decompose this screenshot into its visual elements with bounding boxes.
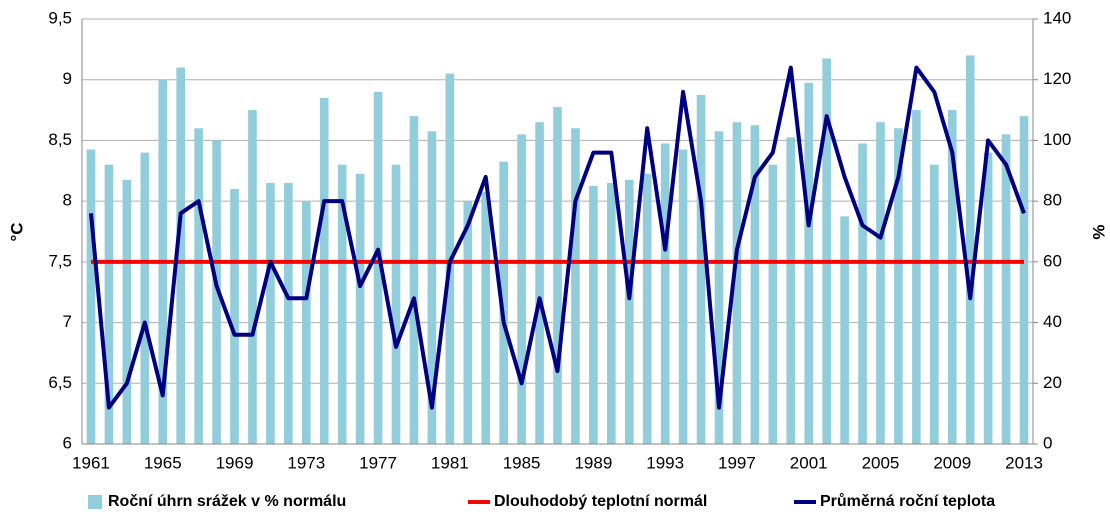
bar	[750, 125, 760, 444]
bar	[535, 122, 544, 444]
legend-label: Dlouhodobý teplotní normál	[494, 493, 707, 510]
y2-axis-label: %	[1089, 224, 1108, 239]
bar	[517, 134, 526, 444]
x-tick-label: 1985	[503, 453, 541, 472]
y2-tick-label: 0	[1043, 433, 1052, 452]
x-tick-label: 2013	[1005, 453, 1043, 472]
y2-tick-label: 20	[1043, 373, 1062, 392]
bar	[930, 164, 939, 444]
y-tick-label: 6	[63, 433, 72, 452]
bar	[678, 149, 688, 445]
bar	[947, 110, 957, 445]
y-tick-label: 8,5	[48, 130, 72, 149]
x-tick-label: 1961	[72, 453, 110, 472]
bar	[409, 116, 419, 445]
bar	[553, 107, 562, 445]
y-tick-label: 8	[63, 191, 72, 210]
x-tick-label: 1981	[431, 453, 469, 472]
bar	[86, 149, 96, 445]
x-tick-label: 2001	[790, 453, 828, 472]
bar	[642, 173, 652, 445]
bar	[696, 94, 706, 445]
bar	[732, 122, 742, 444]
bar	[427, 131, 437, 445]
y-tick-label: 9,5	[48, 8, 72, 27]
bar	[194, 128, 203, 445]
y2-tick-label: 120	[1043, 69, 1071, 88]
x-tick-label: 2005	[862, 453, 900, 472]
bar	[266, 182, 275, 444]
bar	[786, 137, 796, 444]
x-tick-label: 1993	[646, 453, 684, 472]
x-tick-label: 1965	[144, 453, 182, 472]
bar	[571, 128, 580, 445]
y2-tick-label: 60	[1043, 251, 1062, 270]
bar	[965, 55, 975, 445]
bar	[373, 91, 383, 444]
bar	[624, 179, 634, 444]
bar	[607, 182, 616, 444]
x-tick-label: 1997	[718, 453, 756, 472]
y-tick-label: 7	[63, 312, 72, 331]
bar	[1001, 134, 1011, 444]
bar	[391, 164, 401, 444]
bar	[894, 128, 903, 445]
y-tick-label: 6,5	[48, 373, 72, 392]
bar	[983, 152, 993, 445]
y-tick-label: 7,5	[48, 251, 72, 270]
y2-tick-label: 80	[1043, 191, 1062, 210]
bar	[463, 201, 473, 444]
legend-swatch	[88, 495, 102, 509]
bar	[284, 182, 293, 444]
y-tick-label: 9	[63, 69, 72, 88]
bar	[660, 143, 670, 444]
bar	[104, 164, 114, 444]
bar	[858, 143, 867, 444]
line	[89, 65, 1026, 410]
x-tick-label: 1973	[287, 453, 325, 472]
bar	[1019, 116, 1029, 445]
legend-label: Roční úhrn srážek v % normálu	[108, 493, 346, 510]
bar	[319, 97, 329, 444]
bar	[212, 140, 221, 444]
bar	[912, 110, 921, 445]
bar	[768, 164, 778, 444]
bar	[122, 179, 132, 444]
bar	[499, 161, 508, 444]
bar	[714, 131, 724, 445]
bar	[876, 122, 885, 444]
bar	[176, 67, 185, 445]
y2-tick-label: 140	[1043, 8, 1071, 27]
x-tick-label: 1977	[359, 453, 397, 472]
bar	[337, 164, 347, 444]
bar	[248, 110, 257, 445]
bar	[301, 201, 311, 444]
bar	[589, 185, 598, 444]
bar	[481, 192, 491, 444]
y2-tick-label: 40	[1043, 312, 1062, 331]
y-axis-label: °C	[7, 222, 26, 241]
legend-label: Průměrná roční teplota	[820, 493, 995, 510]
x-tick-label: 1989	[574, 453, 612, 472]
bar	[230, 189, 239, 444]
y2-tick-label: 100	[1043, 130, 1071, 149]
bar	[822, 58, 831, 444]
bar	[840, 216, 849, 444]
bar	[355, 173, 365, 445]
bar	[140, 152, 150, 445]
x-tick-label: 2009	[933, 453, 971, 472]
x-tick-label: 1969	[216, 453, 254, 472]
